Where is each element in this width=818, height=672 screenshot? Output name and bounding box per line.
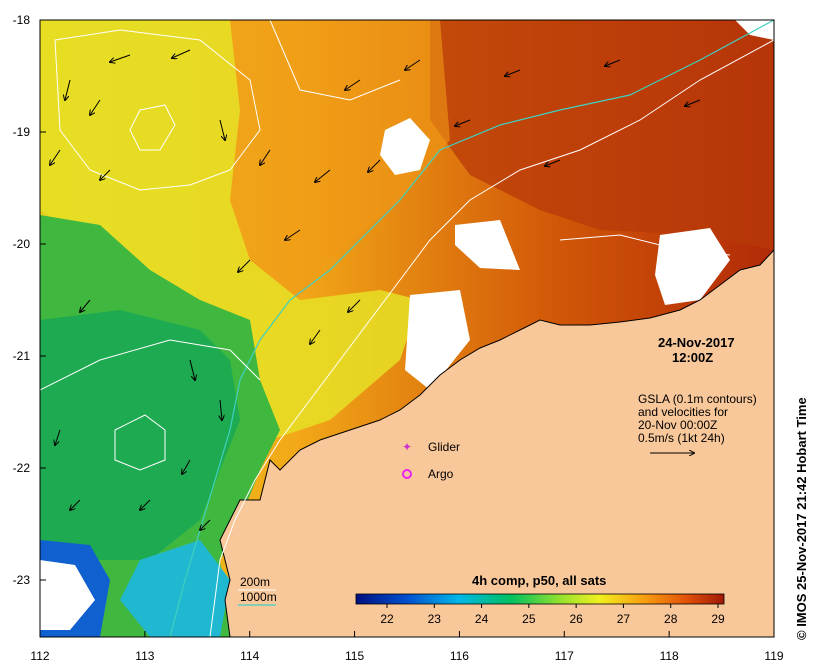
colorbar-tick-label: 26 xyxy=(569,612,583,626)
argo-marker xyxy=(402,469,412,479)
colorbar-tick-label: 22 xyxy=(380,612,394,626)
orange-region xyxy=(230,20,450,320)
gsla-line-1: GSLA (0.1m contours) xyxy=(638,392,757,406)
isobath-200-label: 200m xyxy=(240,575,270,589)
colorbar-title: 4h comp, p50, all sats xyxy=(472,573,606,588)
velocity-arrows xyxy=(50,49,701,530)
lat-tick-label: -21 xyxy=(13,349,31,363)
lat-tick-label: -20 xyxy=(13,237,31,251)
lat-tick-label: -18 xyxy=(13,13,31,27)
cloud-patch xyxy=(40,560,95,630)
colorbar-tick-label: 27 xyxy=(617,612,631,626)
colorbar-tick-label: 24 xyxy=(475,612,489,626)
isobath-200m xyxy=(209,39,774,637)
coastline xyxy=(219,249,774,637)
gsla-contours xyxy=(40,20,731,471)
colorbar xyxy=(355,593,725,605)
gsla-line-2: and velocities for xyxy=(638,405,728,419)
cloud-patch xyxy=(405,290,470,390)
cool-water-core xyxy=(40,310,240,560)
lat-tick-label: -23 xyxy=(13,573,31,587)
lon-tick-label: 112 xyxy=(30,649,49,663)
colorbar-tick-label: 23 xyxy=(428,612,442,626)
plot-area: ✦ xyxy=(40,20,774,637)
glider-marker: ✦ xyxy=(402,440,412,454)
lat-tick-label: -22 xyxy=(13,461,31,475)
glider-label: Glider xyxy=(428,440,460,454)
lon-tick-label: 119 xyxy=(764,649,783,663)
lon-tick-label: 113 xyxy=(135,649,154,663)
credit-text: © IMOS 25-Nov-2017 21:42 Hobart Time xyxy=(794,397,809,640)
argo-label: Argo xyxy=(428,467,454,481)
cyan-region xyxy=(120,540,230,637)
isobath-1000-label: 1000m xyxy=(240,590,277,604)
time-label: 12:00Z xyxy=(672,350,713,365)
cloud-patch xyxy=(380,118,430,175)
cloud-patch xyxy=(655,228,730,305)
colorbar-ticks: 22 23 24 25 26 27 28 29 xyxy=(380,604,725,626)
latitude-ticks: -18 -19 -20 -21 -22 -23 xyxy=(13,13,46,587)
colorbar-tick-label: 29 xyxy=(711,612,725,626)
colorbar-tick-label: 28 xyxy=(664,612,678,626)
lon-tick-label: 116 xyxy=(450,649,469,663)
lon-tick-label: 115 xyxy=(345,649,364,663)
lon-tick-label: 117 xyxy=(555,649,574,663)
plot-frame xyxy=(39,19,775,638)
date-label: 24-Nov-2017 xyxy=(658,335,735,350)
land-mass xyxy=(220,250,774,637)
lon-tick-label: 118 xyxy=(660,649,679,663)
yellow-region xyxy=(40,20,420,440)
lon-tick-label: 114 xyxy=(240,649,259,663)
gsla-line-4: 0.5m/s (1kt 24h) xyxy=(638,431,725,445)
gsla-line-3: 20-Nov 00:00Z xyxy=(638,418,717,432)
colorbar-tick-label: 25 xyxy=(522,612,536,626)
longitude-ticks: 112 113 114 115 116 117 118 119 xyxy=(30,631,784,663)
lat-tick-label: -19 xyxy=(13,125,31,139)
isobath-1000m xyxy=(169,20,774,637)
warm-water-region xyxy=(430,20,774,250)
cloud-patch xyxy=(455,220,520,270)
